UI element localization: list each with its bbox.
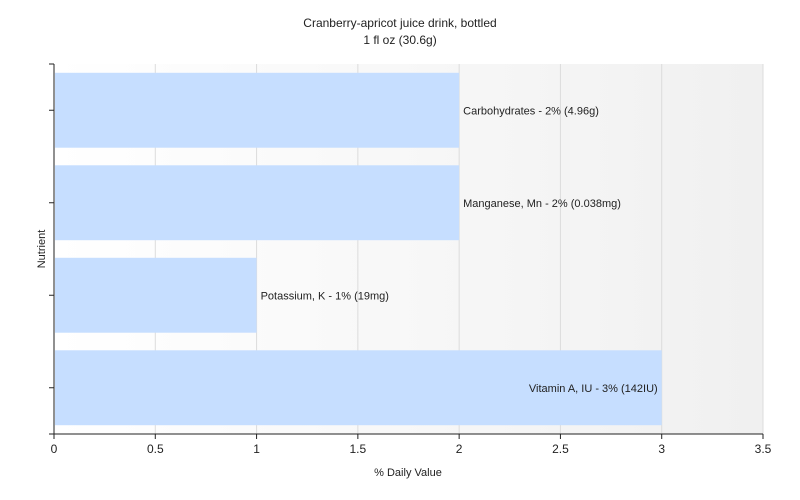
bar-label: Carbohydrates - 2% (4.96g): [463, 105, 599, 117]
bar: [55, 72, 460, 148]
y-axis-label: Nutrient: [36, 230, 48, 269]
x-tick-label: 0: [51, 442, 58, 456]
x-tick-label: 2.5: [552, 442, 569, 456]
x-ticks: 0 0.5 1 1.5 2 2.5 3 3.5: [51, 434, 772, 456]
x-tick-label: 1: [253, 442, 260, 456]
bar: [55, 350, 662, 426]
y-ticks: [49, 63, 54, 435]
x-tick-label: 0.5: [147, 442, 164, 456]
x-axis-label: % Daily Value: [374, 467, 442, 479]
bar-label: Potassium, K - 1% (19mg): [261, 290, 389, 302]
chart-subtitle: 1 fl oz (30.6g): [363, 33, 436, 47]
axes: [53, 64, 763, 435]
bar-label: Vitamin A, IU - 3% (142IU): [529, 383, 658, 395]
bar: [55, 257, 257, 333]
x-tick-label: 3.5: [755, 442, 772, 456]
chart-title: Cranberry-apricot juice drink, bottled: [303, 16, 496, 30]
bars: Carbohydrates - 2% (4.96g) Manganese, Mn …: [55, 72, 662, 426]
x-tick-label: 2: [456, 442, 463, 456]
bar-label: Manganese, Mn - 2% (0.038mg): [463, 198, 621, 210]
bar: [55, 165, 460, 241]
x-tick-label: 1.5: [350, 442, 367, 456]
x-tick-label: 3: [658, 442, 665, 456]
